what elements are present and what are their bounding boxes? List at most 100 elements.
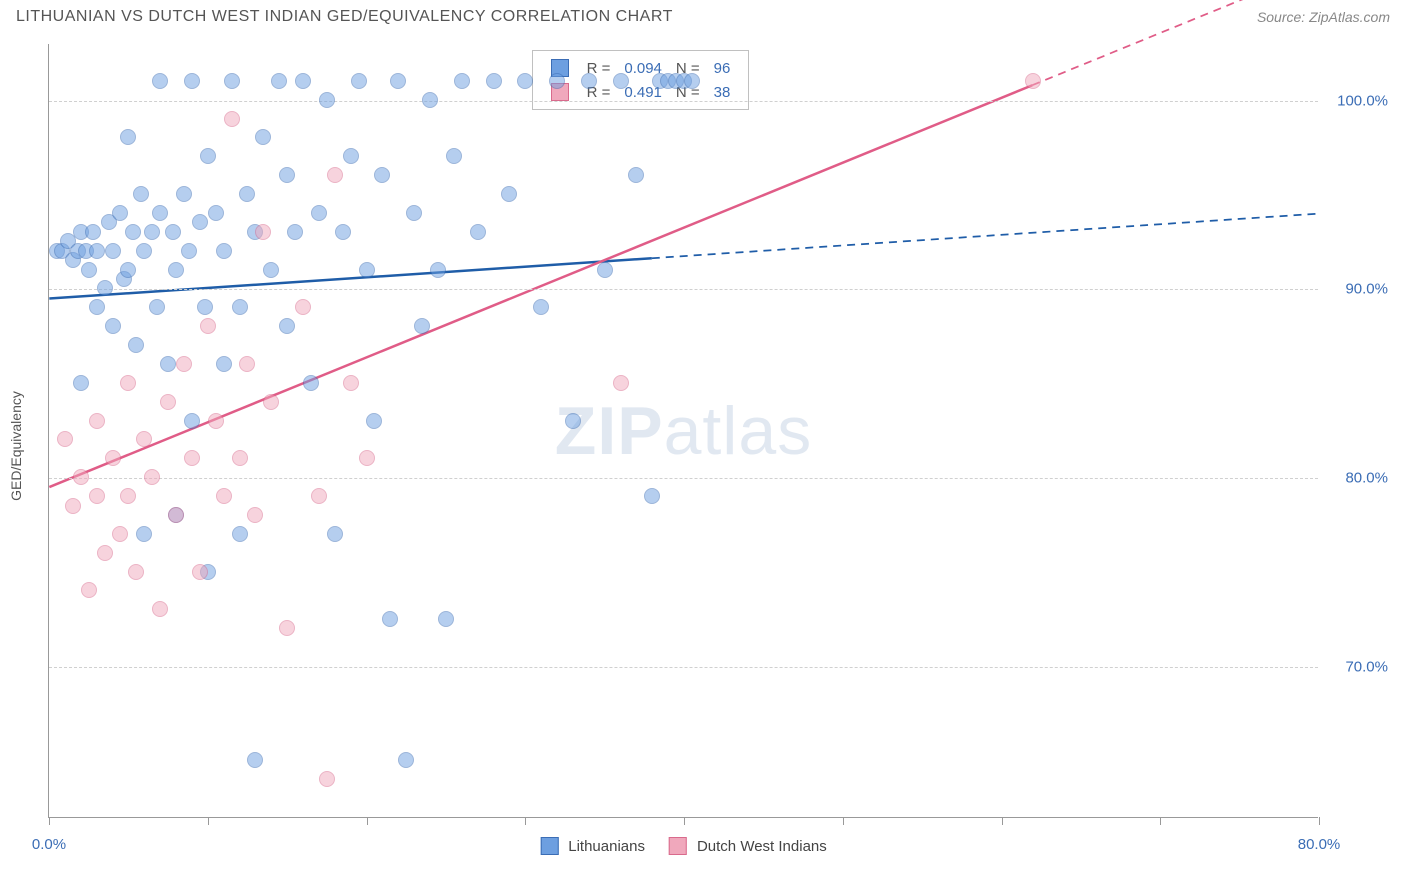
data-point xyxy=(208,413,224,429)
data-point xyxy=(112,205,128,221)
data-point xyxy=(279,167,295,183)
data-point xyxy=(85,224,101,240)
data-point xyxy=(184,73,200,89)
data-point xyxy=(390,73,406,89)
data-point xyxy=(133,186,149,202)
grid-line xyxy=(49,667,1318,668)
data-point xyxy=(414,318,430,334)
data-point xyxy=(303,375,319,391)
data-point xyxy=(486,73,502,89)
data-point xyxy=(454,73,470,89)
data-point xyxy=(120,488,136,504)
data-point xyxy=(120,262,136,278)
data-point xyxy=(597,262,613,278)
y-tick-label: 100.0% xyxy=(1328,92,1388,109)
data-point xyxy=(295,73,311,89)
data-point xyxy=(89,413,105,429)
x-tick-label: 0.0% xyxy=(32,836,66,853)
data-point xyxy=(327,167,343,183)
data-point xyxy=(581,73,597,89)
data-point xyxy=(311,205,327,221)
x-tick xyxy=(49,817,50,825)
x-tick xyxy=(1002,817,1003,825)
data-point xyxy=(168,507,184,523)
data-point xyxy=(97,545,113,561)
data-point xyxy=(549,73,565,89)
data-point xyxy=(501,186,517,202)
data-point xyxy=(335,224,351,240)
data-point xyxy=(105,450,121,466)
data-point xyxy=(263,394,279,410)
data-point xyxy=(327,526,343,542)
y-tick-label: 70.0% xyxy=(1328,658,1388,675)
data-point xyxy=(160,394,176,410)
data-point xyxy=(406,205,422,221)
data-point xyxy=(120,129,136,145)
data-point xyxy=(136,431,152,447)
data-point xyxy=(152,601,168,617)
scatter-chart: ZIPatlas R =0.094N =96R =0.491N =38 Lith… xyxy=(48,44,1318,818)
data-point xyxy=(57,431,73,447)
data-point xyxy=(224,111,240,127)
data-point xyxy=(73,375,89,391)
data-point xyxy=(97,280,113,296)
data-point xyxy=(81,262,97,278)
data-point xyxy=(216,488,232,504)
data-point xyxy=(359,450,375,466)
data-point xyxy=(89,299,105,315)
data-point xyxy=(446,148,462,164)
data-point xyxy=(351,73,367,89)
data-point xyxy=(208,205,224,221)
data-point xyxy=(136,526,152,542)
data-point xyxy=(128,564,144,580)
data-point xyxy=(89,488,105,504)
data-point xyxy=(152,205,168,221)
data-point xyxy=(255,224,271,240)
data-point xyxy=(263,262,279,278)
data-point xyxy=(239,356,255,372)
data-point xyxy=(1025,73,1041,89)
data-point xyxy=(279,318,295,334)
data-point xyxy=(422,92,438,108)
data-point xyxy=(149,299,165,315)
data-point xyxy=(398,752,414,768)
data-point xyxy=(438,611,454,627)
data-point xyxy=(470,224,486,240)
data-point xyxy=(343,148,359,164)
y-tick-label: 90.0% xyxy=(1328,281,1388,298)
data-point xyxy=(216,356,232,372)
x-tick-label: 80.0% xyxy=(1298,836,1341,853)
data-point xyxy=(73,469,89,485)
y-axis-title: GED/Equivalency xyxy=(8,391,24,501)
data-point xyxy=(247,507,263,523)
data-point xyxy=(120,375,136,391)
data-point xyxy=(65,498,81,514)
data-point xyxy=(136,243,152,259)
data-point xyxy=(181,243,197,259)
data-point xyxy=(255,129,271,145)
x-tick xyxy=(367,817,368,825)
data-point xyxy=(192,564,208,580)
data-point xyxy=(533,299,549,315)
data-point xyxy=(197,299,213,315)
data-point xyxy=(382,611,398,627)
x-tick xyxy=(843,817,844,825)
series-legend: LithuaniansDutch West Indians xyxy=(540,837,827,855)
data-point xyxy=(176,186,192,202)
data-point xyxy=(613,73,629,89)
data-point xyxy=(200,148,216,164)
data-point xyxy=(232,299,248,315)
data-point xyxy=(105,243,121,259)
data-point xyxy=(168,262,184,278)
data-point xyxy=(184,450,200,466)
data-point xyxy=(128,337,144,353)
x-tick xyxy=(525,817,526,825)
data-point xyxy=(216,243,232,259)
legend-item: Dutch West Indians xyxy=(669,837,827,855)
data-point xyxy=(112,526,128,542)
data-point xyxy=(628,167,644,183)
data-point xyxy=(232,526,248,542)
data-point xyxy=(613,375,629,391)
data-point xyxy=(287,224,303,240)
data-point xyxy=(224,73,240,89)
